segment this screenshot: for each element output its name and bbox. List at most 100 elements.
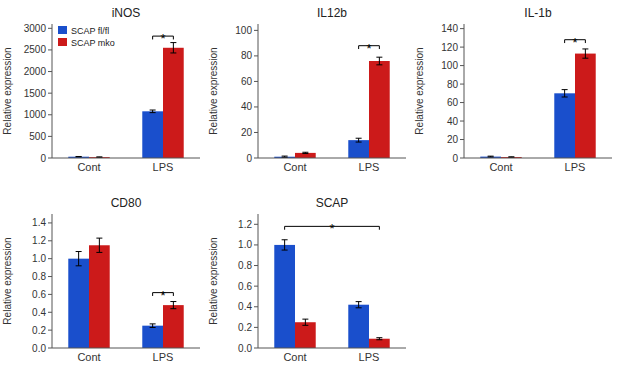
error-cap bbox=[356, 301, 362, 302]
y-tick bbox=[254, 55, 258, 56]
error-cap bbox=[96, 252, 102, 253]
error-cap bbox=[150, 110, 156, 111]
error-bar bbox=[302, 152, 308, 153]
y-tick bbox=[48, 312, 52, 313]
error-bar bbox=[76, 252, 82, 266]
y-axis bbox=[464, 24, 465, 158]
y-tick bbox=[48, 330, 52, 331]
bar bbox=[163, 305, 184, 348]
y-tick-label: 0.2 bbox=[32, 325, 46, 336]
error-cap bbox=[282, 239, 288, 240]
y-tick bbox=[48, 49, 52, 50]
y-tick bbox=[254, 106, 258, 107]
y-tick bbox=[254, 327, 258, 328]
y-tick bbox=[48, 28, 52, 29]
panel: 020406080100120140Relative expressionIL-… bbox=[414, 6, 612, 173]
x-tick-label: Cont bbox=[489, 161, 512, 173]
significance-star: * bbox=[572, 35, 577, 50]
y-axis-label: Relative expression bbox=[2, 237, 13, 324]
legend-label: SCAP fl/fl bbox=[71, 26, 109, 36]
error-cap bbox=[356, 307, 362, 308]
title: IL12b bbox=[317, 6, 347, 20]
error-cap bbox=[356, 142, 362, 143]
x-tick-label: Cont bbox=[283, 351, 306, 363]
significance-star: * bbox=[366, 41, 371, 56]
error-cap bbox=[376, 64, 382, 65]
y-tick-label: 0 bbox=[246, 153, 252, 164]
y-tick bbox=[460, 28, 464, 29]
y-tick-label: 60 bbox=[241, 76, 253, 87]
bar bbox=[295, 322, 316, 348]
y-tick bbox=[48, 348, 52, 349]
error-cap bbox=[76, 156, 82, 157]
title: iNOS bbox=[112, 6, 141, 20]
x-axis bbox=[258, 158, 406, 159]
error-bar bbox=[488, 156, 494, 158]
error-cap bbox=[282, 250, 288, 251]
error-bar bbox=[150, 110, 156, 113]
title: CD80 bbox=[111, 196, 142, 210]
error-line bbox=[78, 252, 79, 266]
y-axis-label: Relative expression bbox=[414, 47, 425, 134]
y-tick-label: 0.0 bbox=[238, 343, 252, 354]
error-cap bbox=[302, 152, 308, 153]
y-tick-label: 1.0 bbox=[32, 253, 46, 264]
bar bbox=[348, 140, 369, 158]
y-tick-label: 60 bbox=[447, 97, 459, 108]
y-tick bbox=[460, 158, 464, 159]
panel: 050010001500200025003000Relative express… bbox=[2, 6, 200, 173]
bar bbox=[163, 48, 184, 158]
y-tick bbox=[254, 132, 258, 133]
x-tick-label: LPS bbox=[153, 351, 174, 363]
y-tick bbox=[48, 276, 52, 277]
y-tick bbox=[460, 84, 464, 85]
error-cap bbox=[562, 97, 568, 98]
y-tick bbox=[254, 244, 258, 245]
y-tick bbox=[254, 158, 258, 159]
panel: 020406080100Relative expressionIL12bCont… bbox=[208, 6, 406, 173]
y-tick-label: 100 bbox=[441, 60, 458, 71]
error-line bbox=[585, 49, 586, 58]
error-line bbox=[564, 90, 565, 97]
y-tick bbox=[48, 240, 52, 241]
y-tick-label: 2000 bbox=[24, 66, 47, 77]
y-tick bbox=[48, 71, 52, 72]
bar bbox=[575, 54, 596, 158]
x-tick-label: LPS bbox=[359, 161, 380, 173]
bar bbox=[348, 305, 369, 348]
error-line bbox=[173, 302, 174, 309]
bar bbox=[142, 111, 163, 158]
significance-star: * bbox=[160, 288, 165, 303]
error-cap bbox=[150, 327, 156, 328]
y-tick bbox=[254, 286, 258, 287]
title: IL-1b bbox=[524, 6, 552, 20]
title: SCAP bbox=[316, 196, 349, 210]
y-tick-label: 0.4 bbox=[238, 301, 252, 312]
marks bbox=[274, 240, 389, 348]
legend-label: SCAP mko bbox=[71, 38, 115, 48]
error-line bbox=[152, 324, 153, 328]
y-tick bbox=[48, 294, 52, 295]
error-line bbox=[99, 238, 100, 252]
error-cap bbox=[302, 325, 308, 326]
y-tick bbox=[254, 30, 258, 31]
bar bbox=[68, 259, 89, 348]
error-bar bbox=[562, 90, 568, 97]
y-tick-label: 3000 bbox=[24, 23, 47, 34]
x-axis bbox=[258, 348, 406, 349]
y-tick-label: 100 bbox=[235, 25, 252, 36]
y-axis-label: Relative expression bbox=[2, 47, 13, 134]
error-line bbox=[358, 302, 359, 308]
error-line bbox=[379, 57, 380, 65]
bar bbox=[554, 93, 575, 158]
error-cap bbox=[96, 156, 102, 157]
y-axis bbox=[52, 214, 53, 348]
y-tick bbox=[48, 93, 52, 94]
marks bbox=[480, 49, 595, 158]
x-tick-label: LPS bbox=[565, 161, 586, 173]
legend-swatch bbox=[58, 26, 67, 34]
legend-swatch bbox=[58, 38, 67, 46]
y-tick-label: 500 bbox=[29, 131, 46, 142]
marks bbox=[274, 57, 389, 158]
significance-star: * bbox=[329, 221, 334, 236]
